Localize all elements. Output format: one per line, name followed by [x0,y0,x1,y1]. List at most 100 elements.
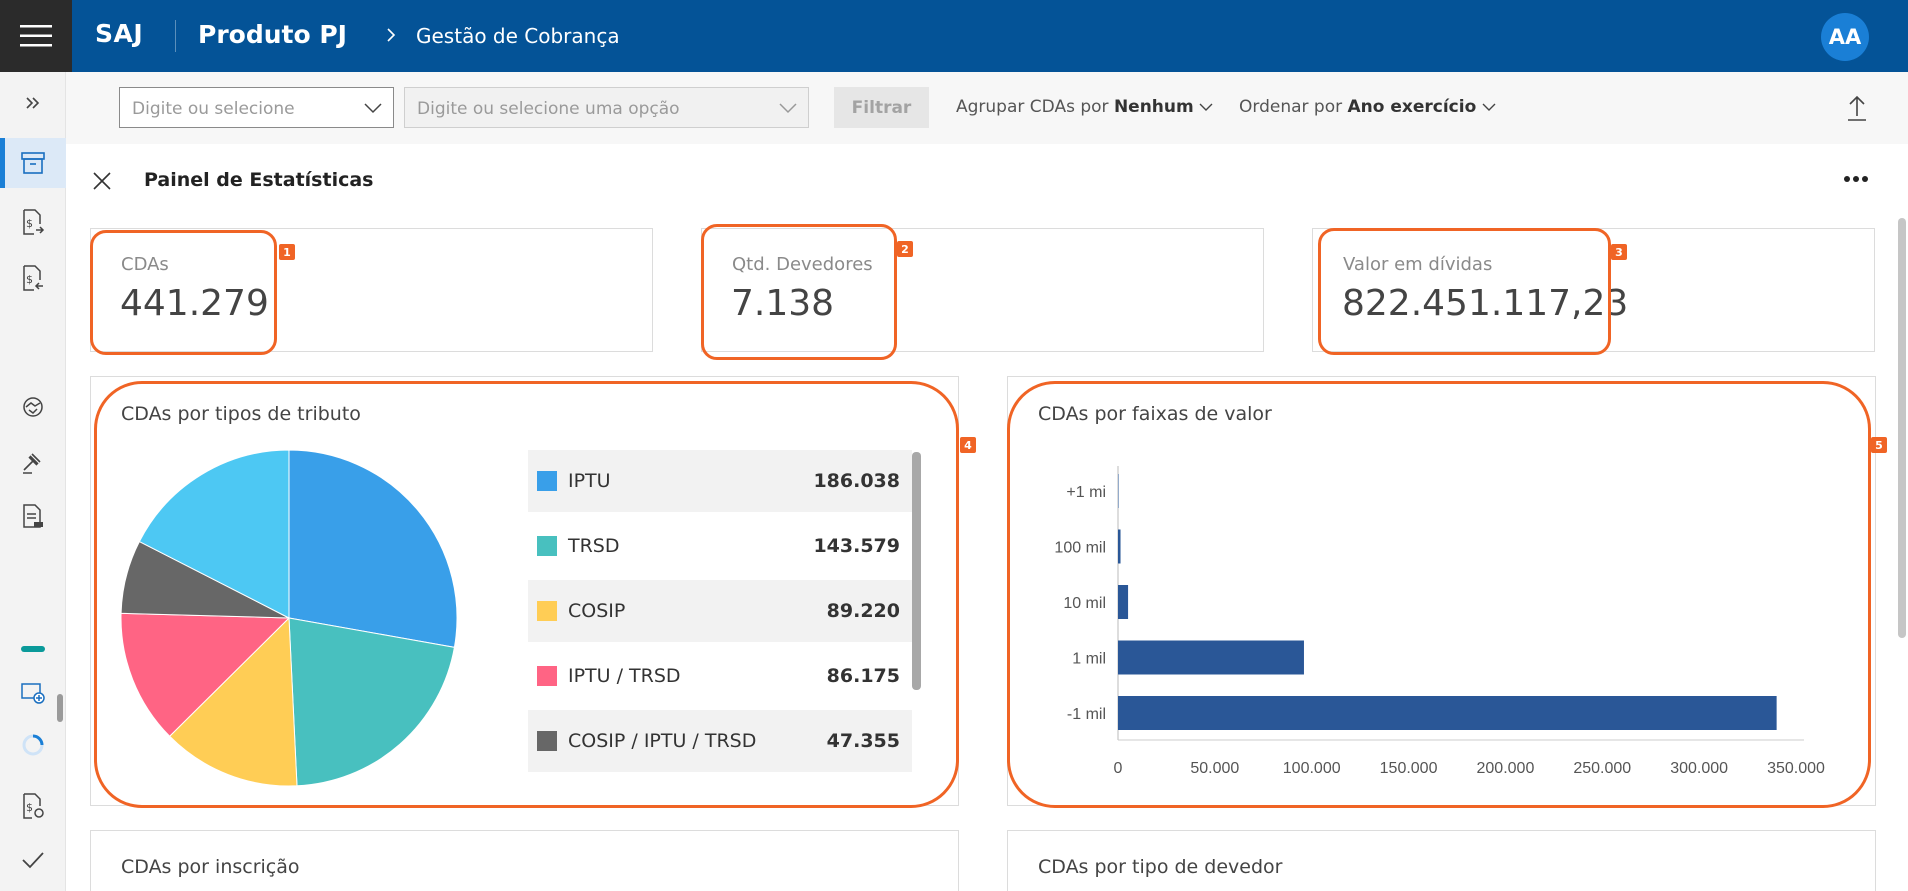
rail-item-loading[interactable] [0,720,66,770]
rail-item-money-settings[interactable]: $ [0,781,66,831]
legend-row[interactable]: IPTU 186.038 [528,450,912,512]
rail-item-check[interactable] [0,835,66,885]
legend-swatch [537,731,557,751]
top-bar: SAJ Produto PJ Gestão de Cobrança AA [0,0,1908,72]
legend-swatch [537,536,557,556]
legend-label: COSIP [568,600,626,622]
rail-item-report[interactable] [0,492,66,542]
inscricao-chart-card [90,830,959,891]
legend-value: 89.220 [826,600,900,622]
devedor-chart-title: CDAs por tipo de devedor [1038,856,1283,878]
rail-item-archive[interactable] [0,138,66,188]
gavel-icon [23,453,41,474]
filter-bar: Digite ou selecione Digite ou selecione … [66,72,1908,144]
legend-row[interactable]: TRSD 143.579 [528,515,912,577]
bar[interactable] [1118,529,1121,564]
x-tick-label: 150.000 [1380,760,1438,777]
pie-slice[interactable] [168,616,298,787]
highlight-box [90,230,277,355]
user-avatar[interactable]: AA [1821,13,1869,61]
stat-card-valor [1312,228,1875,352]
window-add-icon [21,683,45,704]
devedor-chart-card [1007,830,1876,891]
order-by-dropdown[interactable]: Ordenar por Ano exercício [1239,97,1496,117]
product-name[interactable]: Produto PJ [198,20,347,49]
rail-item-add-window[interactable] [0,668,66,718]
close-panel-icon[interactable] [90,170,116,192]
callout-badge: 5 [1871,437,1887,453]
primary-filter-placeholder: Digite ou selecione [132,99,295,119]
legend-row[interactable]: COSIP 89.220 [528,580,912,642]
inscricao-chart-title: CDAs por inscrição [121,856,300,878]
x-tick-label: 300.000 [1670,760,1728,777]
expand-rail-button[interactable] [0,78,66,128]
rail-scrollbar[interactable] [57,694,63,722]
rail-item-document-money-out[interactable]: $ [0,253,66,303]
more-options-icon[interactable] [1843,172,1869,186]
legend-value: 47.355 [826,730,900,752]
highlight-box [701,224,897,360]
rail-item-status[interactable] [0,624,66,674]
stat-label: Valor em dívidas [1343,254,1493,275]
pie-slice[interactable] [138,449,290,619]
pie-slice[interactable] [288,449,458,648]
pie-slice[interactable] [120,612,291,737]
export-upload-icon[interactable] [1846,94,1868,122]
filter-button[interactable]: Filtrar [834,87,929,128]
x-tick-label: 50.000 [1190,760,1239,777]
pie-slice[interactable] [288,617,455,787]
stat-label: CDAs [121,254,169,275]
bar[interactable] [1118,585,1129,619]
brand-logo[interactable]: SAJ [95,19,144,48]
legend-label: TRSD [568,535,620,557]
rail-item-agreement[interactable] [0,382,66,432]
pie-chart-title: CDAs por tipos de tributo [121,403,361,425]
document-sign-icon [23,504,43,528]
breadcrumb[interactable]: Gestão de Cobrança [416,24,620,48]
stat-value: 822.451.117,23 [1342,283,1629,324]
handshake-icon [23,397,43,417]
progress-bar-icon [21,646,45,652]
legend-label: COSIP / IPTU / TRSD [568,730,757,752]
menu-button[interactable] [0,0,72,72]
secondary-filter-placeholder: Digite ou selecione uma opção [417,99,680,119]
legend-value: 143.579 [813,535,900,557]
bar-chart: +1 mi 100 mil 10 mil 1 mil -1 mil 0 50.000 100.… [1054,466,1825,777]
bar-chart-title: CDAs por faixas de valor [1038,403,1272,425]
page-scrollbar[interactable] [1898,218,1906,638]
x-tick-label: 250.000 [1573,760,1631,777]
svg-text:$: $ [26,273,33,286]
rail-item-judicial[interactable] [0,438,66,488]
x-tick-label: 350.000 [1767,760,1825,777]
bar[interactable] [1118,640,1304,675]
bar-chart-card [1007,376,1876,806]
y-tick-label: -1 mil [1067,706,1106,723]
svg-text:$: $ [26,801,33,814]
bar[interactable] [1118,474,1119,508]
legend-swatch [537,666,557,686]
secondary-filter-select[interactable]: Digite ou selecione uma opção [404,87,809,128]
callout-badge: 1 [279,244,295,260]
y-tick-label: 100 mil [1054,540,1106,557]
primary-filter-select[interactable]: Digite ou selecione [119,87,394,128]
money-document-icon: $ [23,209,45,235]
group-by-value: Nenhum [1113,97,1194,117]
money-document-return-icon: $ [23,265,43,291]
panel-title: Painel de Estatísticas [144,169,374,191]
double-chevron-right-icon [26,97,40,109]
x-tick-label: 0 [1114,760,1123,777]
group-by-dropdown[interactable]: Agrupar CDAs por Nenhum [956,97,1213,117]
legend-row[interactable]: COSIP / IPTU / TRSD 47.355 [528,710,912,772]
rail-item-document-money-in[interactable]: $ [0,197,66,247]
legend-row[interactable]: IPTU / TRSD 86.175 [528,645,912,707]
svg-text:$: $ [26,217,33,230]
hamburger-icon [20,25,52,47]
stat-card-devedores [701,228,1264,352]
legend-scrollbar[interactable] [912,452,921,690]
highlight-box [1318,228,1611,355]
bar[interactable] [1118,696,1777,730]
legend-swatch [537,601,557,621]
callout-badge: 4 [960,437,976,453]
stat-label: Qtd. Devedores [732,254,873,275]
group-by-label: Agrupar CDAs por [956,97,1109,117]
